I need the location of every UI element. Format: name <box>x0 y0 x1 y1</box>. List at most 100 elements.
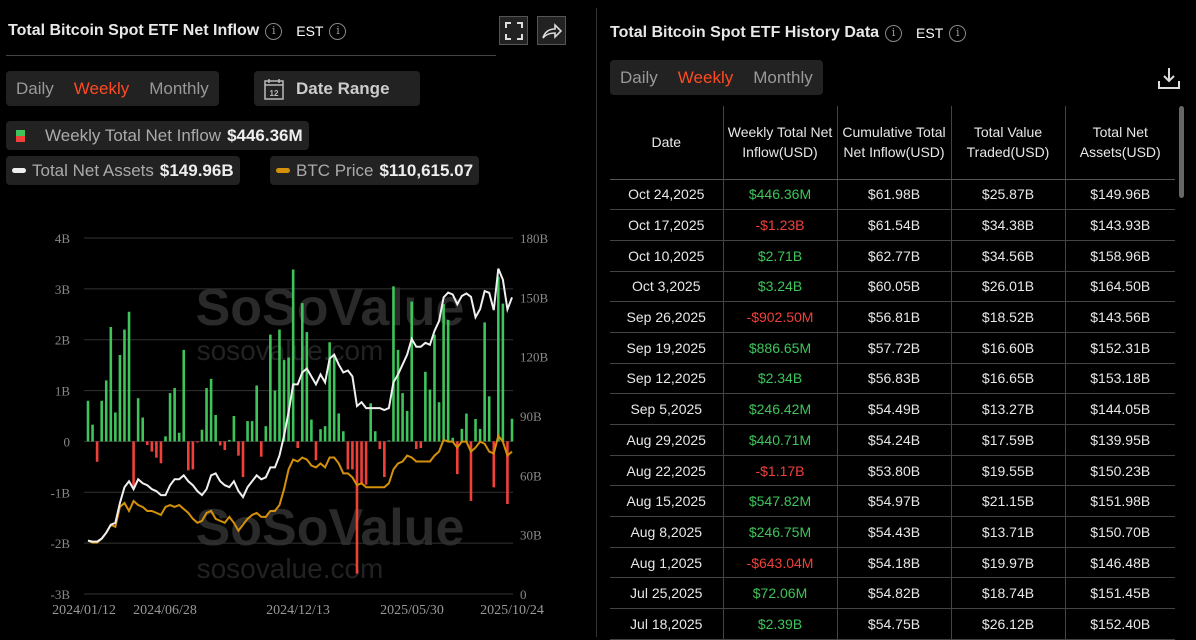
tab-daily[interactable]: Daily <box>16 78 54 98</box>
inflow-bar[interactable] <box>109 327 113 442</box>
inflow-bar[interactable] <box>501 303 505 442</box>
inflow-bar[interactable] <box>155 441 158 458</box>
inflow-bar[interactable] <box>132 441 135 488</box>
inflow-bar[interactable] <box>264 426 268 442</box>
inflow-bar[interactable] <box>164 436 167 442</box>
inflow-bar[interactable] <box>346 441 350 470</box>
inflow-bar[interactable] <box>278 329 281 442</box>
share-button[interactable] <box>537 16 566 45</box>
inflow-bar[interactable] <box>228 439 231 442</box>
inflow-bar[interactable] <box>497 276 500 442</box>
inflow-bar[interactable] <box>410 301 413 442</box>
inflow-bar[interactable] <box>95 441 99 462</box>
table-row[interactable]: Aug 15,2025 $547.82M $54.97B $21.15B $151.98… <box>610 485 1175 518</box>
legend-assets[interactable]: Total Net Assets $149.96B <box>6 156 240 185</box>
table-row[interactable]: Jul 18,2025 $2.39B $54.75B $26.12B $152.40B <box>610 608 1175 640</box>
inflow-bar[interactable] <box>355 441 359 574</box>
inflow-bar[interactable] <box>351 441 354 470</box>
inflow-bar[interactable] <box>191 441 195 470</box>
legend-btc[interactable]: BTC Price $110,615.07 <box>270 156 480 185</box>
inflow-bar[interactable] <box>319 429 322 442</box>
inflow-bar[interactable] <box>428 389 432 442</box>
inflow-bar[interactable] <box>360 441 363 485</box>
inflow-bar[interactable] <box>145 441 149 445</box>
inflow-bar[interactable] <box>487 396 491 442</box>
inflow-bar[interactable] <box>104 380 108 442</box>
inflow-bar[interactable] <box>287 357 290 442</box>
inflow-bar[interactable] <box>177 432 181 442</box>
inflow-bar[interactable] <box>173 388 176 442</box>
inflow-bar[interactable] <box>446 319 450 442</box>
inflow-bar[interactable] <box>387 440 391 442</box>
inflow-bar[interactable] <box>218 441 222 446</box>
inflow-bar[interactable] <box>159 441 163 464</box>
fullscreen-button[interactable] <box>499 16 528 45</box>
inflow-bar[interactable] <box>200 429 204 442</box>
inflow-bar[interactable] <box>442 304 445 442</box>
inflow-bar[interactable] <box>100 400 103 442</box>
inflow-bar[interactable] <box>383 441 386 478</box>
table-row[interactable]: Jul 25,2025 $72.06M $54.82B $18.74B $151.45B <box>610 577 1175 610</box>
table-row[interactable]: Aug 8,2025 $246.75M $54.43B $13.71B $150.70B <box>610 516 1175 548</box>
table-row[interactable]: Oct 24,2025 $446.36M $61.98B $25.87B $149.96… <box>610 179 1175 211</box>
inflow-bar[interactable] <box>223 441 227 451</box>
table-row[interactable]: Sep 19,2025 $886.65M $57.72B $16.60B $152.31… <box>610 332 1175 364</box>
inflow-bar[interactable] <box>127 311 131 442</box>
inflow-bar[interactable] <box>196 441 199 443</box>
inflow-bar[interactable] <box>465 413 468 442</box>
inflow-bar[interactable] <box>241 441 245 478</box>
inflow-bar[interactable] <box>364 441 368 485</box>
inflow-bar[interactable] <box>478 428 482 442</box>
inflow-bar[interactable] <box>373 431 377 442</box>
inflow-bar[interactable] <box>86 400 90 442</box>
tab-daily[interactable]: Daily <box>620 67 658 87</box>
inflow-bar[interactable] <box>150 441 154 452</box>
inflow-bar[interactable] <box>392 286 395 442</box>
inflow-bar[interactable] <box>419 441 423 449</box>
inflow-bar[interactable] <box>282 360 286 442</box>
table-row[interactable]: Aug 1,2025 -$643.04M $54.18B $19.97B $146.48… <box>610 547 1175 579</box>
download-icon[interactable] <box>1157 66 1181 90</box>
table-row[interactable]: Oct 3,2025 $3.24B $60.05B $26.01B $164.50B <box>610 271 1175 303</box>
inflow-bar[interactable] <box>451 437 455 442</box>
inflow-bar[interactable] <box>114 412 117 442</box>
inflow-bar[interactable] <box>506 441 509 504</box>
inflow-bar[interactable] <box>168 393 172 442</box>
tab-weekly[interactable]: Weekly <box>677 67 734 87</box>
inflow-bar[interactable] <box>460 428 464 442</box>
inflow-chart[interactable]: SoSoValue sosovalue.com SoSoValue sosova… <box>0 220 590 637</box>
inflow-bar[interactable] <box>187 441 190 471</box>
tab-monthly[interactable]: Monthly <box>149 78 209 98</box>
table-row[interactable]: Oct 10,2025 $2.71B $62.77B $34.56B $158.96B <box>610 240 1175 272</box>
inflow-bar[interactable] <box>483 322 486 442</box>
inflow-bar[interactable] <box>405 410 409 442</box>
inflow-bar[interactable] <box>414 441 418 450</box>
legend-inflow[interactable]: Weekly Total Net Inflow $446.36M <box>6 121 309 150</box>
timezone-info-icon[interactable]: i <box>949 24 967 42</box>
inflow-bar[interactable] <box>378 441 382 450</box>
inflow-bar[interactable] <box>182 349 186 442</box>
timezone-info-icon[interactable]: i <box>329 22 347 40</box>
inflow-bar[interactable] <box>296 441 300 449</box>
inflow-bar[interactable] <box>342 431 345 442</box>
inflow-bar[interactable] <box>250 421 254 442</box>
tab-monthly[interactable]: Monthly <box>753 67 813 87</box>
inflow-bar[interactable] <box>455 441 459 475</box>
net-assets-line[interactable] <box>87 268 513 543</box>
inflow-bar[interactable] <box>510 418 514 442</box>
btc-price-line[interactable] <box>87 433 513 544</box>
info-icon[interactable]: i <box>265 22 283 40</box>
inflow-bar[interactable] <box>396 349 400 442</box>
inflow-bar[interactable] <box>259 441 263 457</box>
table-row[interactable]: Sep 5,2025 $246.42M $54.49B $13.27B $144.05B <box>610 393 1175 425</box>
inflow-bar[interactable] <box>269 334 272 442</box>
inflow-bar[interactable] <box>433 334 436 442</box>
inflow-bar[interactable] <box>369 403 372 442</box>
inflow-bar[interactable] <box>205 388 208 442</box>
inflow-bar[interactable] <box>232 416 236 442</box>
inflow-bar[interactable] <box>141 417 145 442</box>
inflow-bar[interactable] <box>255 385 258 442</box>
table-row[interactable]: Sep 26,2025 -$902.50M $56.81B $18.52B $143.5… <box>610 301 1175 333</box>
inflow-bar[interactable] <box>209 378 213 442</box>
inflow-bar[interactable] <box>123 329 126 442</box>
